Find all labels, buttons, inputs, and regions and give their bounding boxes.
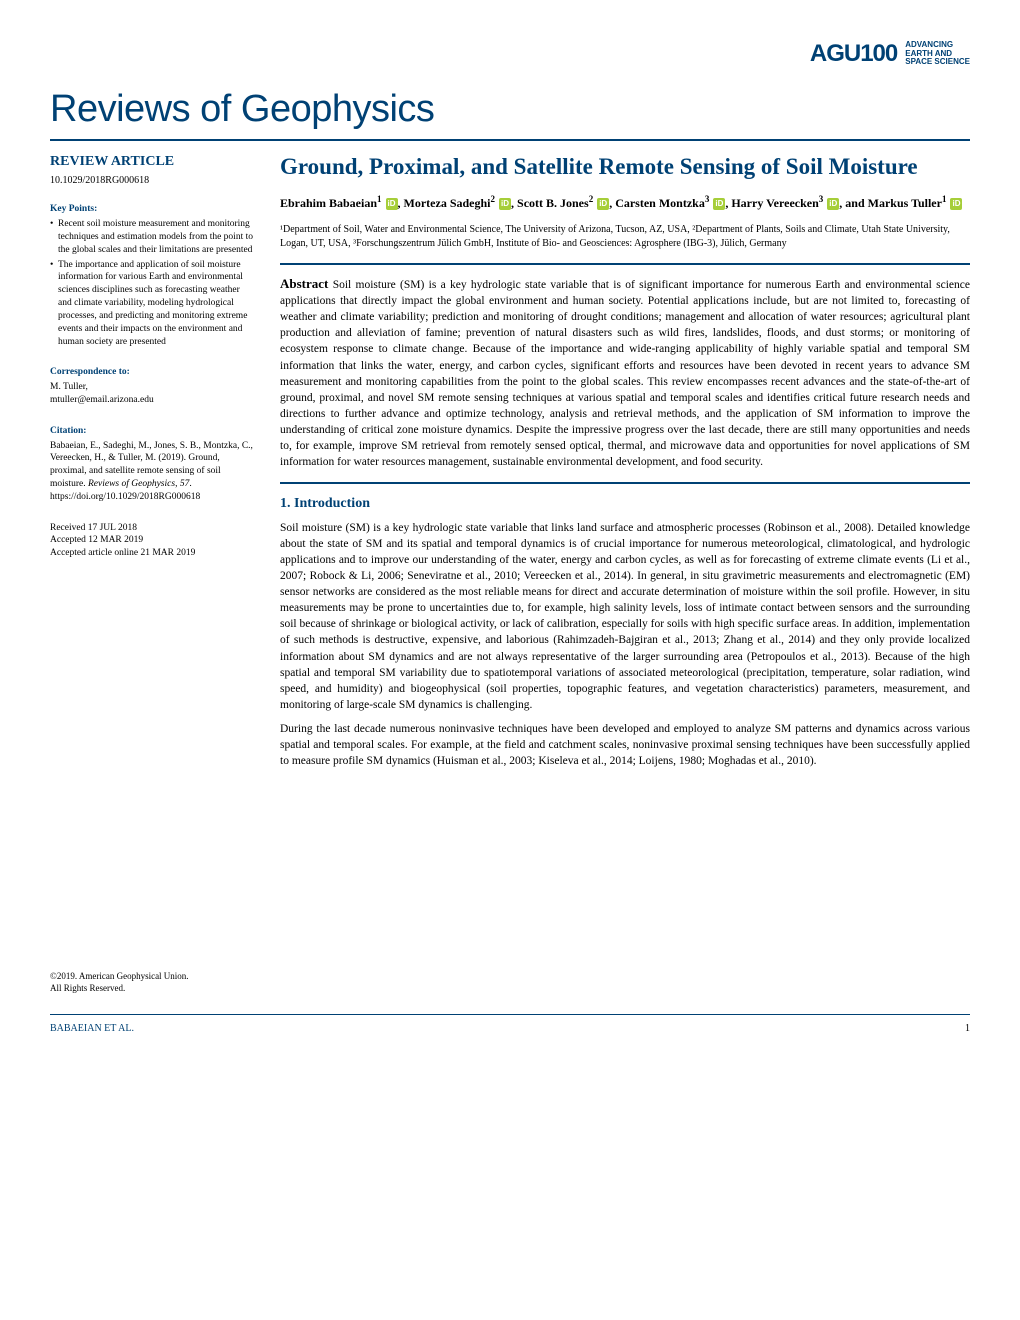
author-rule (280, 263, 970, 265)
abstract: Abstract Soil moisture (SM) is a key hyd… (280, 275, 970, 470)
intro-para-1: Soil moisture (SM) is a key hydrologic s… (280, 520, 970, 713)
abstract-label: Abstract (280, 276, 328, 291)
sidebar: REVIEW ARTICLE 10.1029/2018RG000618 Key … (50, 153, 255, 994)
abstract-text: Soil moisture (SM) is a key hydrologic s… (280, 279, 970, 468)
footer-page: 1 (965, 1023, 970, 1034)
agu-logo: AGU100 ADVANCING EARTH AND SPACE SCIENCE (810, 40, 970, 68)
article-type: REVIEW ARTICLE (50, 153, 255, 172)
citation-journal: Reviews of Geophysics (88, 479, 175, 489)
copyright-line2: All Rights Reserved. (50, 982, 255, 994)
footer: BABAEIAN ET AL. 1 (50, 1023, 970, 1034)
journal-title: Reviews of Geophysics (50, 88, 970, 131)
date-online: Accepted article online 21 MAR 2019 (50, 547, 255, 560)
copyright-section: ©2019. American Geophysical Union. All R… (50, 970, 255, 994)
main-content: Ground, Proximal, and Satellite Remote S… (280, 153, 970, 994)
key-point-item: The importance and application of soil m… (50, 259, 255, 349)
date-received: Received 17 JUL 2018 (50, 522, 255, 535)
footer-rule (50, 1014, 970, 1015)
affiliations: ¹Department of Soil, Water and Environme… (280, 223, 970, 251)
abstract-rule (280, 482, 970, 484)
key-point-item: Recent soil moisture measurement and mon… (50, 218, 255, 256)
key-points-heading: Key Points: (50, 203, 255, 216)
title-rule (50, 139, 970, 141)
article-title: Ground, Proximal, and Satellite Remote S… (280, 153, 970, 182)
intro-para-2: During the last decade numerous noninvas… (280, 721, 970, 769)
footer-authors: BABAEIAN ET AL. (50, 1023, 134, 1034)
date-accepted: Accepted 12 MAR 2019 (50, 534, 255, 547)
doi: 10.1029/2018RG000618 (50, 174, 255, 188)
key-points-section: Key Points: Recent soil moisture measure… (50, 203, 255, 348)
citation-volume: 57 (180, 479, 190, 489)
agu-brand-text: AGU100 (810, 40, 897, 68)
correspondence-name: M. Tuller, (50, 381, 255, 394)
copyright-line1: ©2019. American Geophysical Union. (50, 970, 255, 982)
key-points-list: Recent soil moisture measurement and mon… (50, 218, 255, 348)
correspondence-heading: Correspondence to: (50, 366, 255, 379)
header-logo-area: AGU100 ADVANCING EARTH AND SPACE SCIENCE (50, 40, 970, 68)
citation-heading: Citation: (50, 425, 255, 438)
agu-tagline: ADVANCING EARTH AND SPACE SCIENCE (905, 41, 970, 67)
author-list: Ebrahim Babaeian1 iD, Morteza Sadeghi2 i… (280, 192, 970, 213)
section-1-heading: 1. Introduction (280, 494, 970, 514)
main-layout: REVIEW ARTICLE 10.1029/2018RG000618 Key … (50, 153, 970, 994)
dates-section: Received 17 JUL 2018 Accepted 12 MAR 201… (50, 522, 255, 560)
correspondence-email: mtuller@email.arizona.edu (50, 394, 255, 407)
citation-section: Citation: Babaeian, E., Sadeghi, M., Jon… (50, 425, 255, 504)
correspondence-section: Correspondence to: M. Tuller, mtuller@em… (50, 366, 255, 406)
